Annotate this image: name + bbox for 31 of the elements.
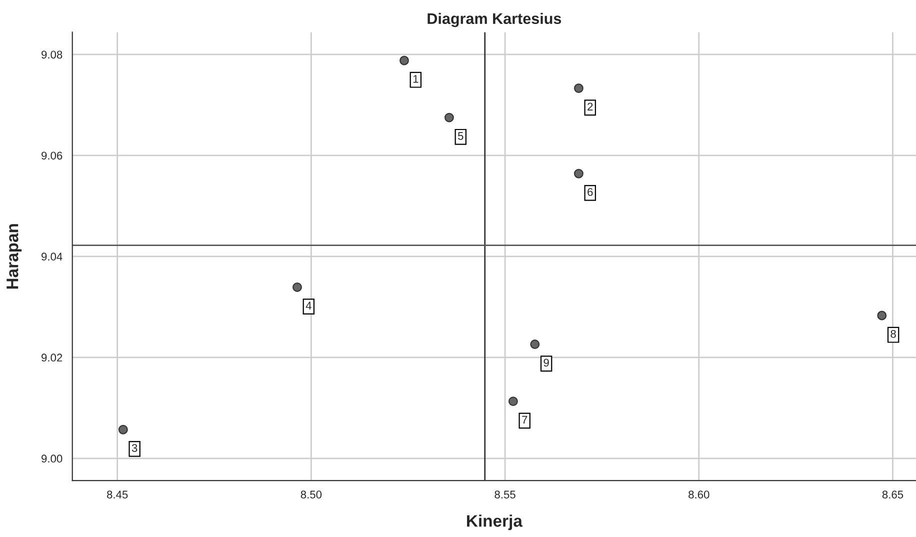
x-tick-label: 8.50	[300, 490, 322, 498]
x-tick-label: 8.65	[882, 490, 904, 498]
text: 9	[544, 358, 549, 367]
text: 8	[890, 330, 896, 338]
text: 5	[458, 132, 464, 140]
point	[400, 56, 409, 66]
x-tick-label: 8.60	[688, 490, 710, 498]
text: 7	[522, 416, 528, 424]
text: 2	[588, 102, 593, 110]
point	[574, 84, 584, 93]
point	[118, 424, 128, 434]
point	[508, 396, 518, 406]
y-tick-label: 9.02	[42, 354, 62, 362]
text: 1	[413, 75, 418, 83]
point	[574, 168, 584, 178]
y-axis-title: Harapan	[6, 224, 22, 289]
y-tick-label: 9.00	[42, 454, 62, 463]
text: 4	[306, 302, 312, 310]
point	[444, 112, 454, 122]
y-tick-label: 9.04	[42, 252, 62, 261]
point	[530, 340, 540, 349]
x-tick-label: 8.55	[494, 490, 516, 498]
text: 6	[588, 188, 593, 196]
x-tick-label: 8.45	[107, 490, 128, 498]
y-tick-label: 9.08	[42, 50, 62, 59]
point	[292, 282, 302, 292]
y-tick-label: 9.06	[42, 152, 62, 160]
text: 3	[132, 444, 138, 452]
x-axis-title: Kinerja	[467, 514, 523, 530]
point	[877, 310, 887, 320]
chart-title: Diagram Kartesius	[428, 12, 562, 28]
